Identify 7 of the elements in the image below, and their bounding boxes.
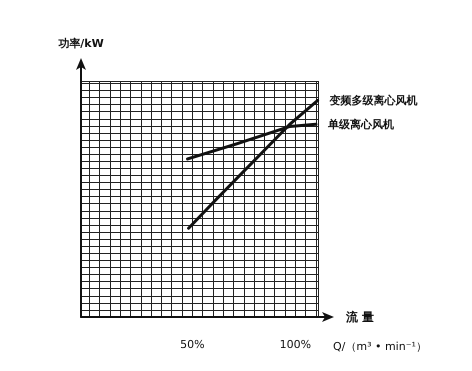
series-label: 单级离心风机: [326, 118, 394, 131]
x-tick-label: 50%: [180, 338, 205, 351]
text: Q/（m³ • min⁻¹）: [333, 340, 427, 353]
x-axis-title: 流 量: [345, 310, 374, 324]
series-label: 变频多级离心风机: [328, 94, 418, 107]
y-axis-title: 功率/kW: [57, 37, 104, 50]
x-tick-label: 100%: [280, 338, 312, 351]
